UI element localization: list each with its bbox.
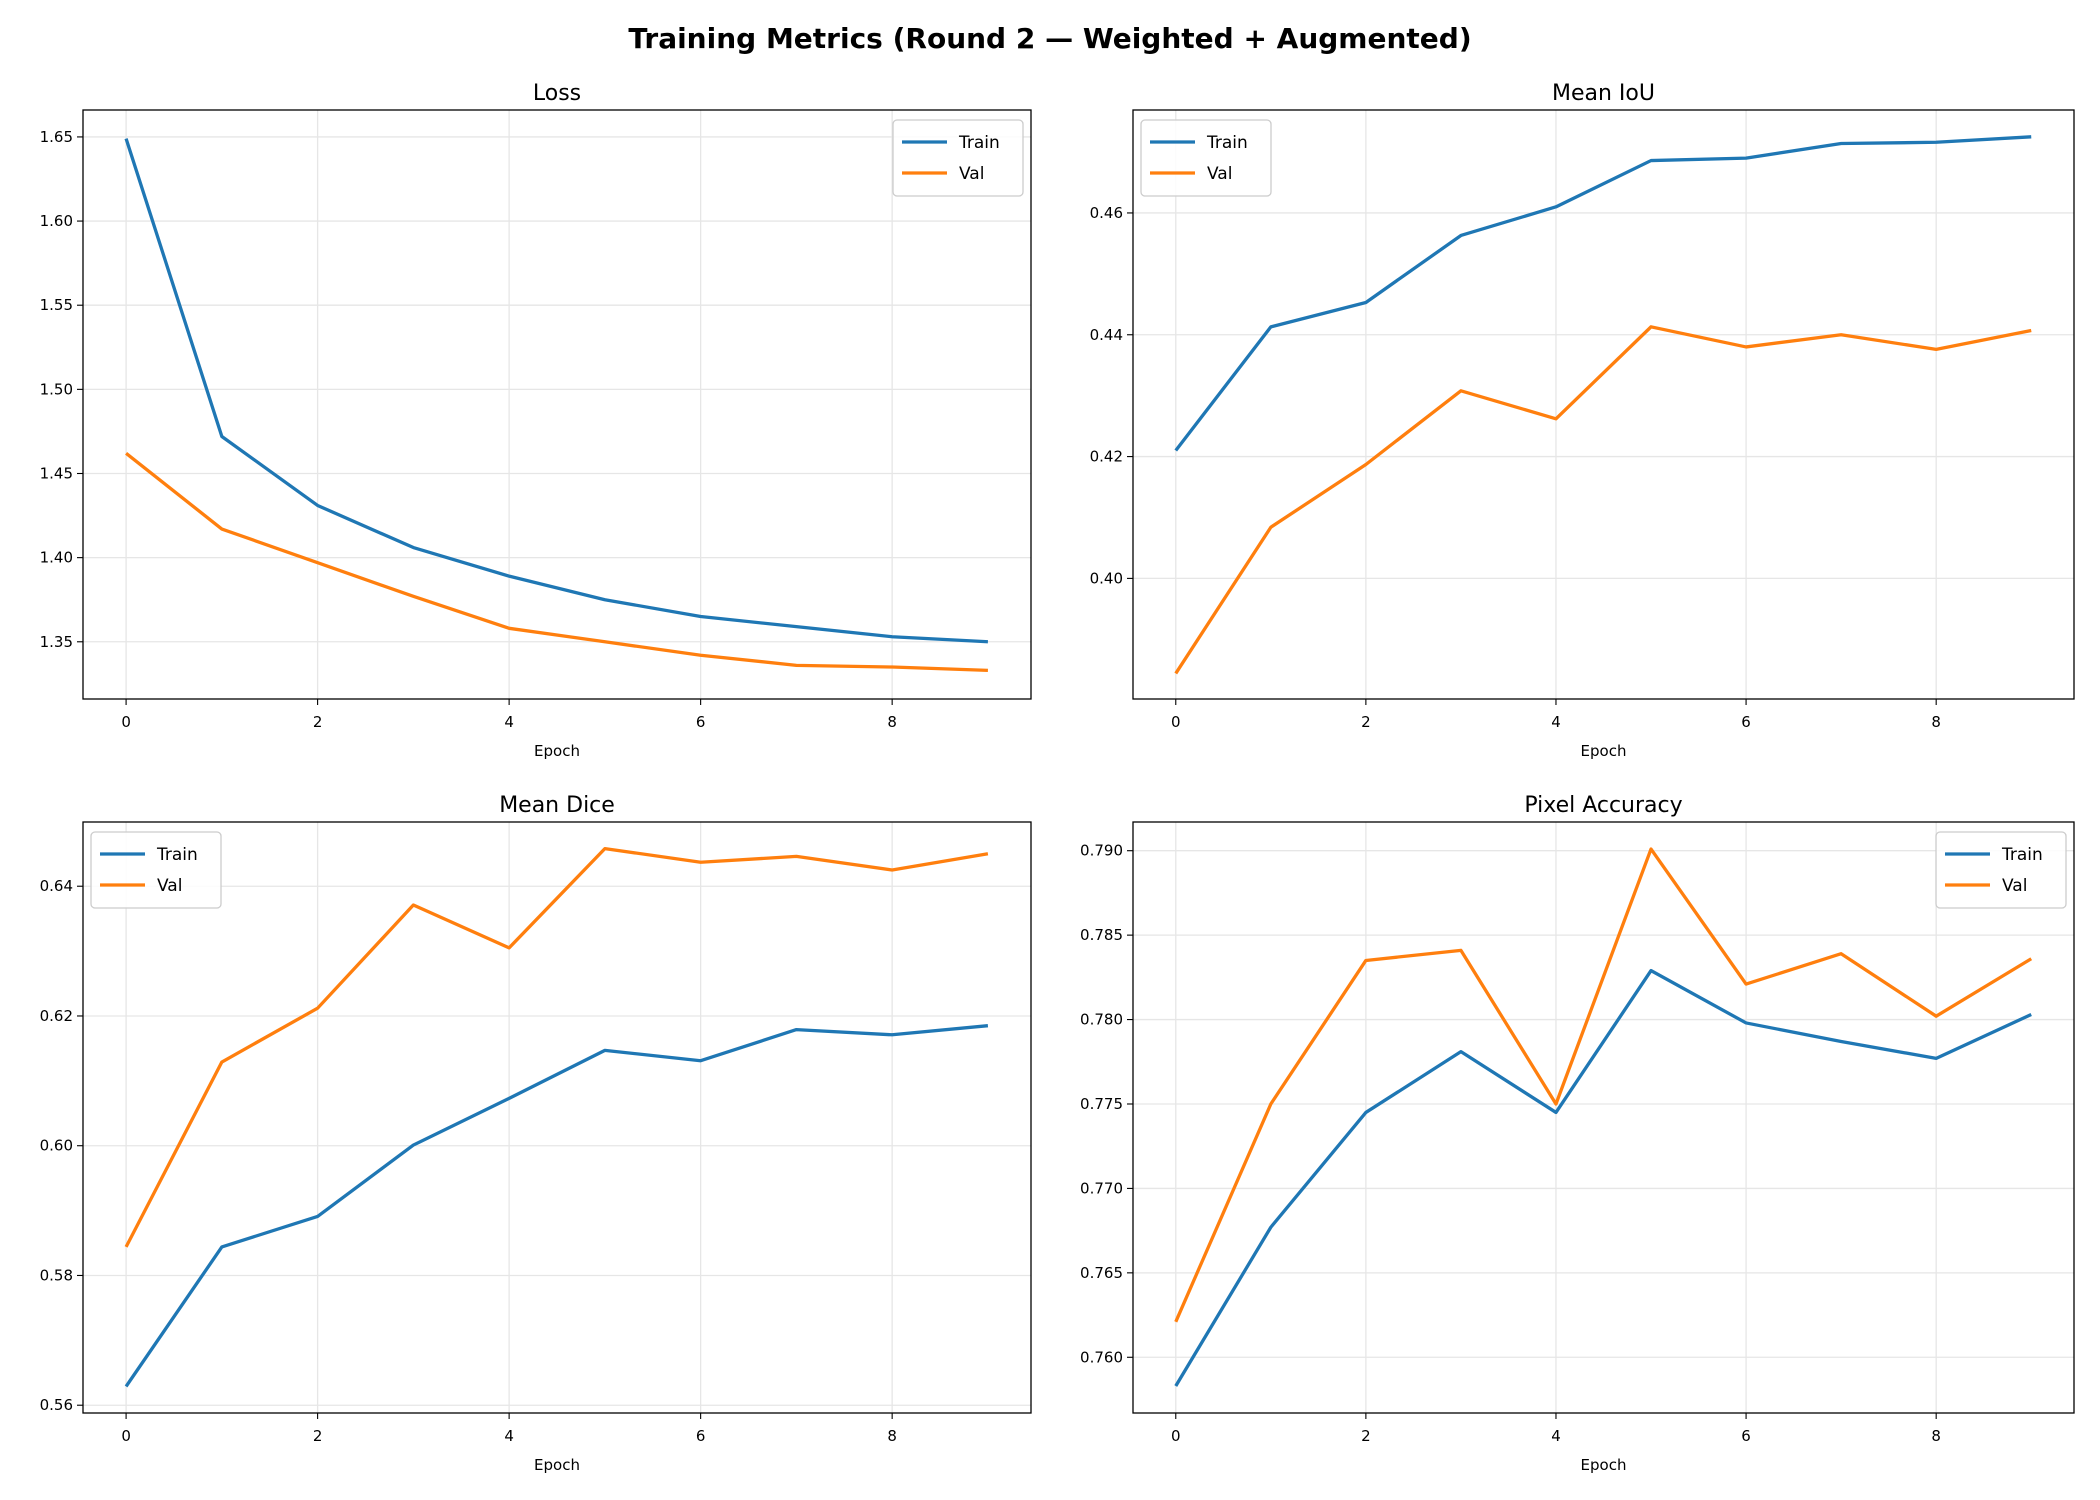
x-tick-label: 6 (696, 713, 706, 731)
legend: Train Val (1935, 831, 2067, 909)
series-line-val (125, 452, 988, 673)
legend: Train Val (1140, 119, 1272, 197)
legend-label: Train (2001, 845, 2043, 865)
legend-label: Train (156, 845, 198, 865)
x-tick-label: 8 (1931, 1427, 1941, 1445)
y-tick-label: 0.765 (1080, 1264, 1123, 1282)
x-tick-label: 0 (121, 1427, 131, 1445)
legend-label: Val (1207, 164, 1232, 184)
x-tick-label: 2 (313, 713, 323, 731)
series-line-val (1174, 847, 2033, 1323)
y-tick-label: 1.35 (40, 633, 73, 651)
y-tick-label: 0.40 (1090, 569, 1123, 587)
legend-label: Train (1206, 133, 1248, 153)
x-tick-label: 6 (696, 1427, 706, 1445)
y-tick-label: 0.60 (40, 1137, 73, 1155)
legend-label: Train (958, 133, 1000, 153)
x-tick-label: 2 (1361, 713, 1371, 731)
legend-box (90, 831, 222, 909)
legend-label: Val (157, 876, 182, 896)
series-line-train (124, 1024, 989, 1388)
x-tick-label: 4 (504, 1427, 514, 1445)
y-tick-label: 1.50 (40, 380, 73, 398)
legend-label: Val (2002, 876, 2027, 896)
y-tick-label: 0.760 (1080, 1348, 1123, 1366)
subplot-title: Loss (533, 81, 581, 106)
x-tick-label: 8 (887, 1427, 897, 1445)
legend-box (1140, 119, 1272, 197)
legend-label: Val (959, 164, 984, 184)
x-tick-label: 4 (1551, 1427, 1561, 1445)
series-line-train (124, 138, 988, 644)
subplot-mean-iou: 0 2 4 6 8 0.40 0.42 0.44 0.46 Mean IoU Epoch Train V… (1090, 81, 2075, 760)
subplot-title: Pixel Accuracy (1524, 793, 1682, 818)
figure-title: Training Metrics (Round 2 — Weighted + A… (628, 22, 1472, 55)
y-tick-label: 0.785 (1080, 926, 1123, 944)
y-tick-label: 1.45 (40, 464, 73, 482)
y-tick-label: 0.790 (1080, 842, 1123, 860)
x-axis-label: Epoch (534, 1456, 580, 1474)
x-tick-label: 6 (1741, 713, 1751, 731)
series-line-train (1174, 968, 2032, 1387)
y-tick-label: 0.775 (1080, 1095, 1123, 1113)
series-line-val (1174, 325, 2032, 675)
axes-frame (1132, 109, 2075, 700)
y-tick-label: 0.46 (1090, 204, 1123, 222)
series-line-train (1174, 135, 2032, 452)
x-tick-label: 8 (887, 713, 897, 731)
y-tick-label: 1.60 (40, 212, 73, 230)
x-tick-label: 4 (1551, 713, 1561, 731)
y-tick-label: 1.65 (40, 128, 73, 146)
x-tick-label: 6 (1741, 1427, 1751, 1445)
subplot-pixel-accuracy: 0 2 4 6 8 0.760 0.765 0.770 0.775 0.780 0.785 0.790… (1080, 793, 2075, 1474)
subplot-title: Mean Dice (499, 793, 615, 818)
y-tick-label: 0.56 (40, 1396, 73, 1414)
y-tick-label: 0.62 (40, 1007, 73, 1025)
x-tick-label: 0 (121, 713, 131, 731)
series-line-val (124, 846, 989, 1248)
subplot-loss: 0 2 4 6 8 1.35 1.40 1.45 1.50 1.55 1.60 1.65 Loss Epo… (40, 81, 1032, 760)
y-tick-label: 0.770 (1080, 1179, 1123, 1197)
y-tick-label: 0.44 (1090, 326, 1123, 344)
y-tick-label: 0.780 (1080, 1011, 1123, 1029)
x-tick-label: 2 (1361, 1427, 1371, 1445)
x-tick-label: 8 (1931, 713, 1941, 731)
axes-frame (1132, 821, 2075, 1414)
legend: Train Val (892, 119, 1024, 197)
y-tick-label: 0.64 (40, 877, 73, 895)
subplot-title: Mean IoU (1552, 81, 1655, 106)
x-tick-label: 0 (1171, 713, 1181, 731)
legend-box (892, 119, 1024, 197)
y-tick-label: 0.58 (40, 1266, 73, 1284)
y-tick-label: 0.42 (1090, 448, 1123, 466)
x-tick-label: 4 (504, 713, 514, 731)
x-axis-label: Epoch (1581, 1456, 1627, 1474)
x-axis-label: Epoch (1581, 742, 1627, 760)
axes-frame (82, 821, 1032, 1414)
axes-frame (82, 109, 1032, 700)
subplot-mean-dice: 0 2 4 6 8 0.56 0.58 0.60 0.62 0.64 Mean Dice Epoch T… (40, 793, 1032, 1474)
x-tick-label: 0 (1171, 1427, 1181, 1445)
x-tick-label: 2 (313, 1427, 323, 1445)
y-tick-label: 1.40 (40, 549, 73, 567)
legend-box (1935, 831, 2067, 909)
x-axis-label: Epoch (534, 742, 580, 760)
y-tick-label: 1.55 (40, 296, 73, 314)
legend: Train Val (90, 831, 222, 909)
